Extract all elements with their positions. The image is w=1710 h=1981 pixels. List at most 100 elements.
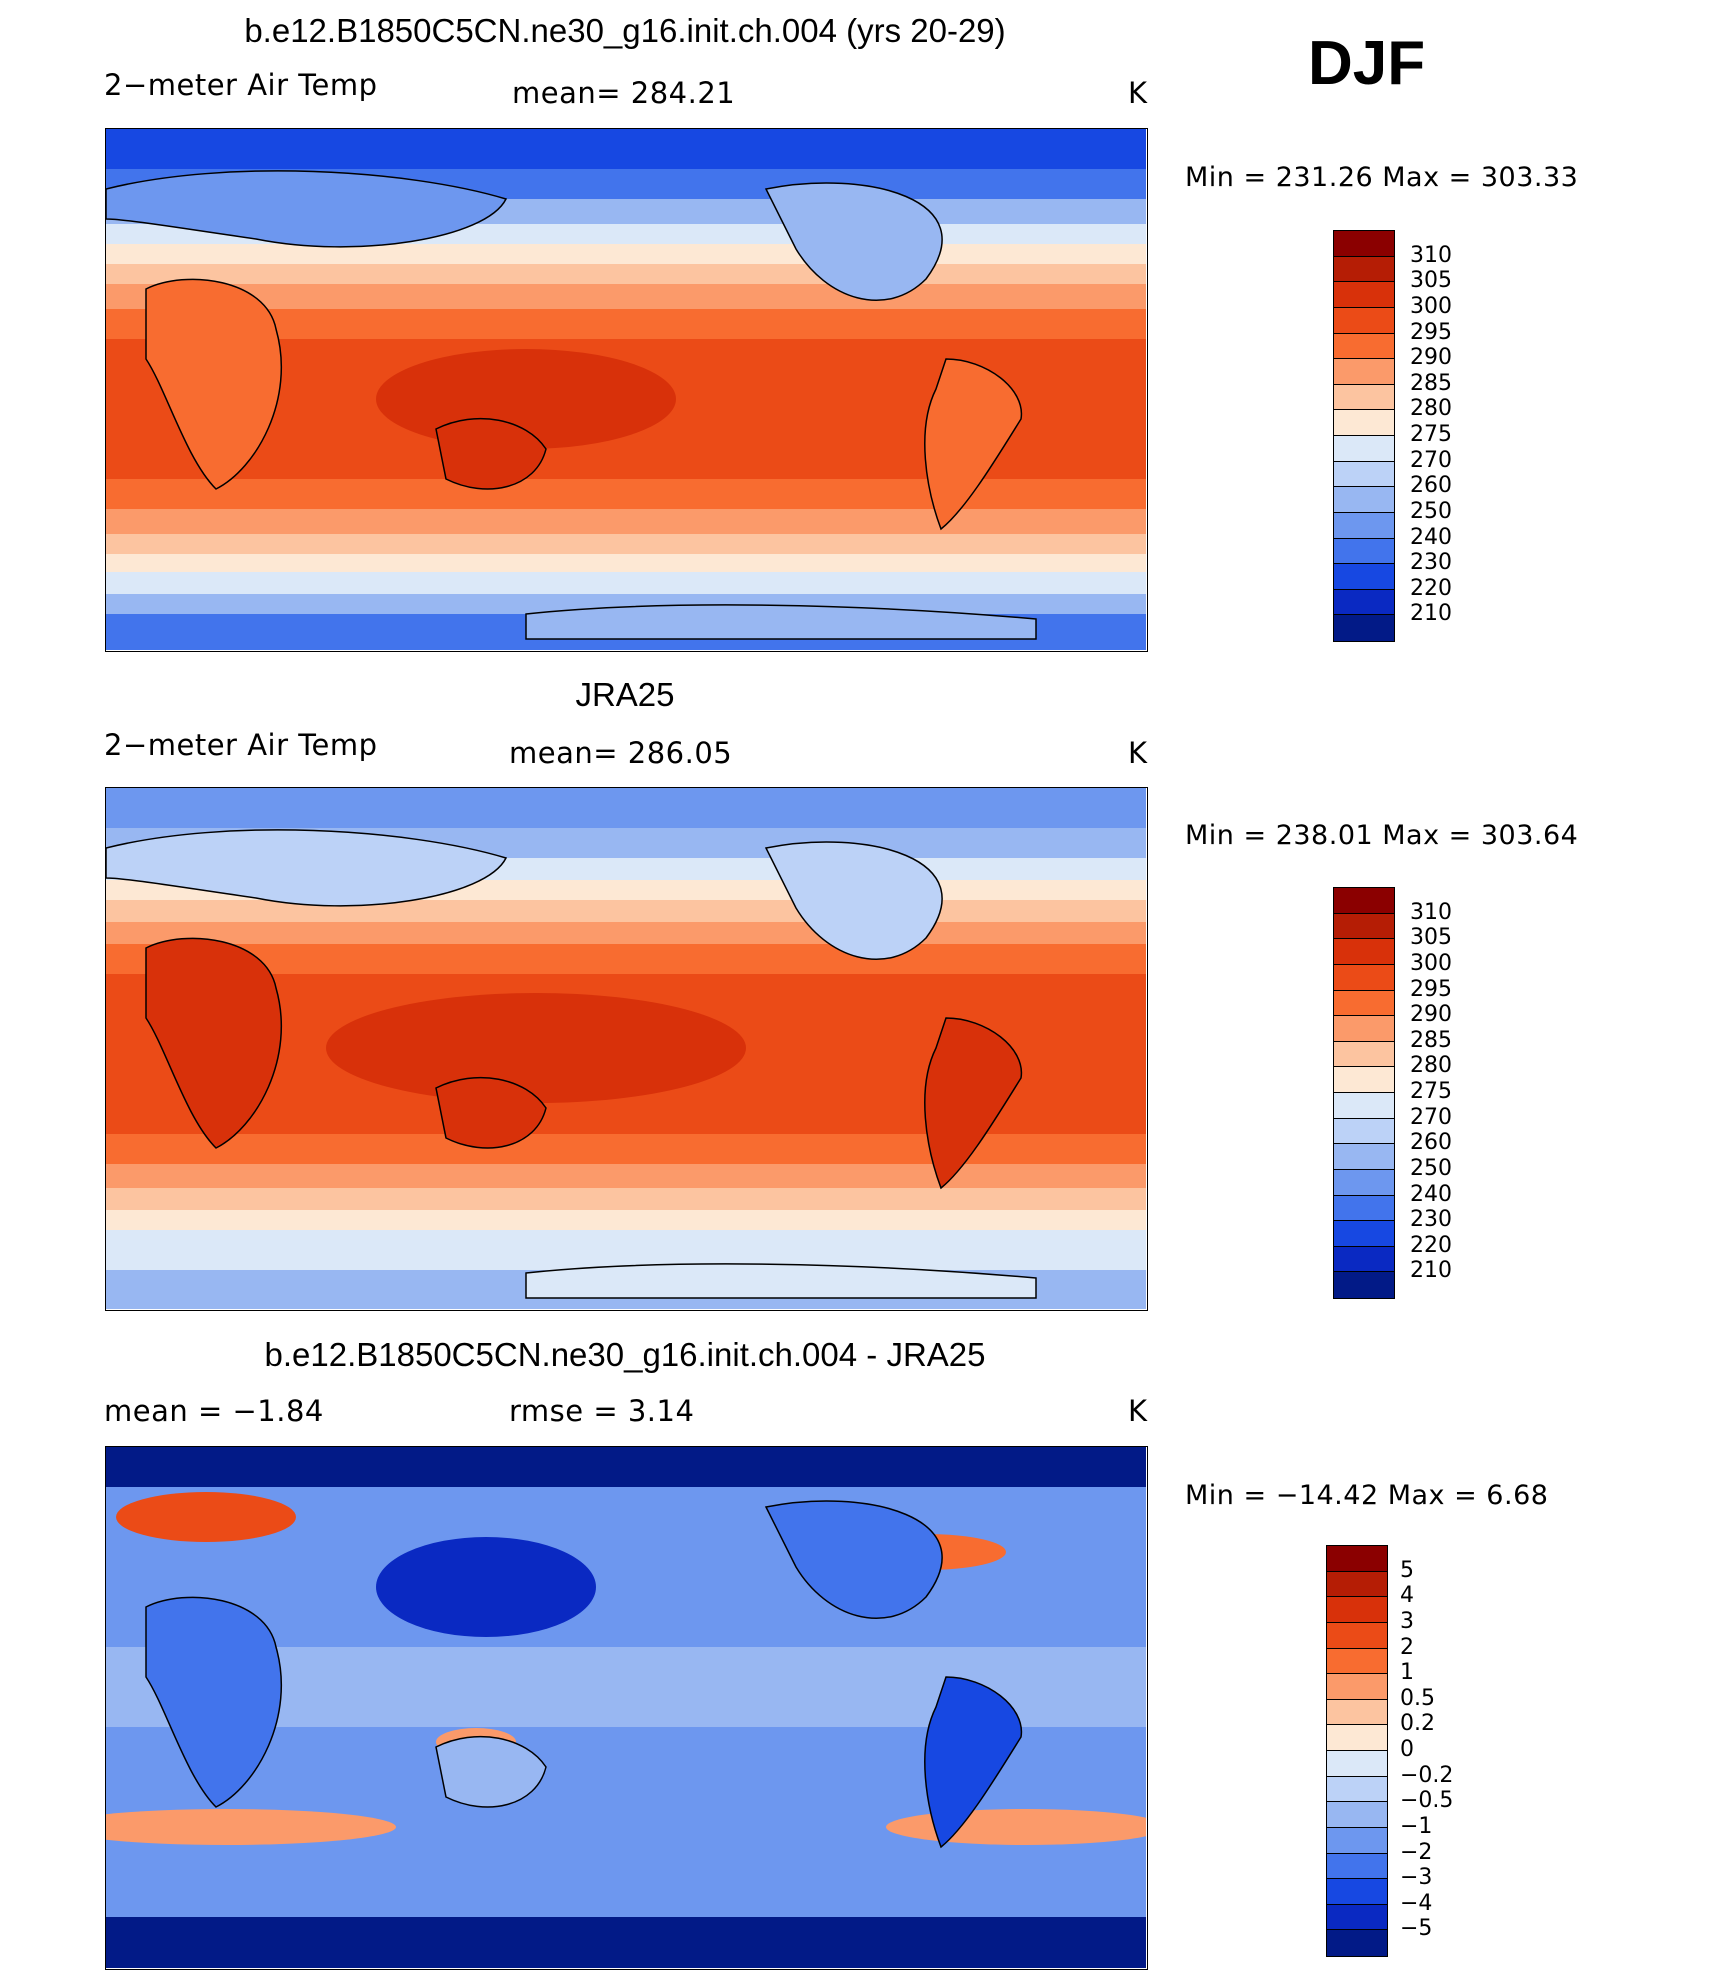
colorbar-swatch [1334,1169,1394,1196]
panel2-band-arctic [106,788,1146,828]
colorbar-swatch [1334,436,1394,462]
colorbar-swatch [1334,913,1394,940]
colorbar-swatch [1327,1571,1387,1598]
panel1-band-sh-mid2 [106,554,1146,572]
panel3-title: b.e12.B1850C5CN.ne30_g16.init.ch.004 - J… [264,1336,986,1373]
colorbar-swatch [1334,1272,1394,1298]
panel1-colorbar-ticks: 310 305 300 295 290 285 280 275 270 260 250 240 230 2… [1410,230,1530,642]
panel1-band-sh-mid3 [106,572,1146,594]
colorbar-swatch [1334,1016,1394,1042]
panel1-band-tropic-n [106,309,1146,339]
panel3-cold-asia [376,1537,596,1637]
colorbar-tick-label: 240 [1410,1181,1452,1207]
colorbar-tick-label: 270 [1410,447,1452,473]
colorbar-swatch [1334,990,1394,1017]
colorbar-swatch [1334,615,1394,641]
panel1-band-subtropic [106,284,1146,309]
colorbar-swatch [1327,1597,1387,1623]
colorbar-tick-label: 305 [1410,925,1452,951]
colorbar-swatch [1334,410,1394,436]
panel2-australia [435,1076,547,1149]
panel2-warm-pool [326,993,746,1103]
colorbar-tick-label: 0.2 [1400,1711,1435,1737]
colorbar-tick-label: 280 [1410,396,1452,422]
panel2-band-nh-mid2 [106,900,1146,922]
colorbar-swatch [1334,1144,1394,1170]
panel1-band-sh-sub [106,509,1146,534]
colorbar-swatch [1334,939,1394,965]
panel2-eurasia [106,829,508,907]
colorbar-swatch [1334,1195,1394,1222]
panel1-center-label: mean= 284.21 [512,76,736,110]
colorbar-tick-label: 310 [1410,242,1452,268]
colorbar-tick-label: 1 [1400,1660,1414,1686]
colorbar-tick-label: 4 [1400,1583,1414,1609]
panel2-map [105,787,1148,1311]
colorbar-tick-label: 310 [1410,899,1452,925]
season-label: DJF [1308,29,1426,98]
colorbar-swatch [1334,384,1394,411]
colorbar-tick-label: −5 [1400,1916,1433,1942]
colorbar-tick-label: −4 [1400,1890,1433,1916]
colorbar-swatch [1327,1853,1387,1880]
panel3-units: K [1128,1394,1148,1428]
colorbar-swatch [1334,333,1394,360]
colorbar-swatch [1327,1622,1387,1649]
panel2-antarctica [525,1263,1037,1299]
panel3-band-antarctic [106,1917,1146,1968]
colorbar-tick-label: 275 [1410,422,1452,447]
panel1-band-tropic-s [106,479,1146,509]
colorbar-swatch [1334,564,1394,590]
panel2-band-sh-mid3 [106,1230,1146,1270]
panel1-eurasia [106,170,508,248]
colorbar-swatch [1327,1827,1387,1854]
colorbar-tick-label: −1 [1400,1813,1433,1839]
colorbar-tick-label: 240 [1410,524,1452,550]
colorbar-swatch [1334,487,1394,513]
colorbar-tick-label: 0.5 [1400,1685,1435,1711]
panel2-africa [145,937,283,1149]
colorbar-tick-label: 300 [1410,293,1452,319]
colorbar-swatch [1334,538,1394,565]
colorbar-tick-label: 285 [1410,1027,1452,1053]
panel1-south-america [924,358,1023,531]
panel1-map [105,128,1148,652]
colorbar-swatch [1334,359,1394,385]
colorbar-tick-label: 230 [1410,550,1452,576]
colorbar-tick-label: 295 [1410,319,1452,345]
panel2-band-sh-mid1 [106,1188,1146,1210]
colorbar-tick-label: 290 [1410,345,1452,371]
panel3-colorbar-ticks: 5 4 3 2 1 0.5 0.2 0 −0.2 −0.5 −1 −2 −3 −4 −5 [1400,1545,1530,1957]
panel1-north-america [764,182,943,302]
colorbar-swatch [1327,1674,1387,1700]
colorbar-swatch [1327,1648,1387,1675]
colorbar-swatch [1334,1221,1394,1247]
panel2-left-label: 2−meter Air Temp [104,728,378,762]
colorbar-swatch [1327,1930,1387,1956]
colorbar-swatch [1327,1776,1387,1803]
panel3-south-america [924,1676,1023,1849]
colorbar-tick-label: 210 [1410,1258,1452,1284]
colorbar-tick-label: 210 [1410,601,1452,627]
panel1-band-arctic [106,129,1146,169]
panel3-left-label: mean = −1.84 [104,1394,324,1428]
colorbar-swatch [1334,231,1394,257]
panel2-band-nh-mid3 [106,922,1146,944]
panel2-band-subtropic [106,944,1146,974]
colorbar-swatch [1327,1904,1387,1931]
panel2-center-label: mean= 286.05 [509,736,733,770]
colorbar-tick-label: 260 [1410,473,1452,499]
colorbar-tick-label: 220 [1410,575,1452,601]
colorbar-tick-label: 280 [1410,1053,1452,1079]
colorbar-swatch [1334,589,1394,616]
panel1-title: b.e12.B1850C5CN.ne30_g16.init.ch.004 (yr… [244,12,1006,49]
panel3-north-america [764,1500,943,1620]
colorbar-tick-label: 0 [1400,1737,1414,1762]
colorbar-swatch [1334,1118,1394,1145]
colorbar-tick-label: 290 [1410,1002,1452,1028]
colorbar-tick-label: 275 [1410,1079,1452,1104]
colorbar-swatch [1327,1879,1387,1905]
colorbar-tick-label: −0.2 [1400,1762,1454,1788]
panel2-units: K [1128,736,1148,770]
panel1-australia [435,417,547,490]
